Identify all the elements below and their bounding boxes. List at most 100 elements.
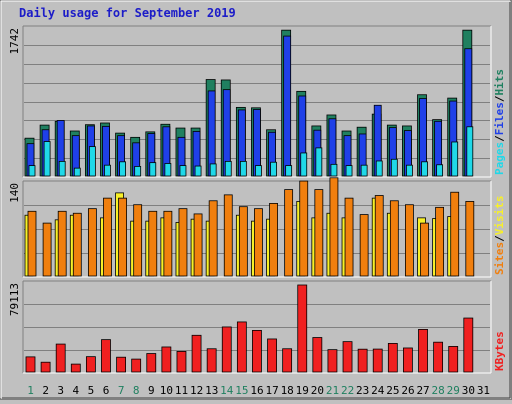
sites-bar (465, 201, 475, 277)
pages-bar (270, 161, 277, 177)
pages-bar (300, 152, 308, 177)
x-tick-label: 5 (88, 384, 95, 397)
pages-bar (224, 160, 232, 177)
x-tick-label: 6 (103, 384, 110, 397)
sites-bar (374, 195, 384, 277)
files-bar (283, 35, 292, 177)
x-tick-label: 25 (386, 384, 399, 397)
x-tick-label: 14 (220, 384, 234, 397)
kbytes-bar (221, 326, 232, 373)
top-ymax-label: 1742 (8, 28, 21, 55)
x-tick-label: 13 (205, 384, 218, 397)
kbytes-bar (327, 349, 338, 373)
pages-bar (330, 163, 338, 177)
sites-bar (314, 189, 324, 277)
x-tick-label: 18 (281, 384, 294, 397)
pages-bar (209, 163, 217, 177)
pages-bar (119, 161, 126, 177)
top-legend: Pages/Files/Hits (493, 69, 506, 175)
kbytes-bar (433, 341, 444, 373)
pages-bar (466, 126, 474, 177)
sites-bar (118, 197, 127, 277)
kbytes-bar (357, 348, 368, 373)
kbytes-bar (161, 346, 172, 373)
pages-bar (239, 160, 247, 177)
middle-ymax-label: 140 (8, 183, 21, 203)
kbytes-bar (146, 353, 157, 373)
x-tick-label: 7 (118, 384, 125, 397)
x-tick-label: 4 (73, 384, 80, 397)
kbytes-bar (176, 351, 187, 373)
kbytes-bar (70, 363, 81, 373)
pages-bar (164, 163, 172, 177)
x-tick-label: 28 (432, 384, 445, 397)
x-tick-label: 26 (401, 384, 414, 397)
x-tick-label: 15 (235, 384, 248, 397)
x-tick-label: 22 (341, 384, 354, 397)
sites-bar (269, 202, 278, 277)
kbytes-bar (403, 347, 413, 373)
x-tick-label: 19 (296, 384, 309, 397)
kbytes-bar (312, 337, 323, 373)
x-tick-label: 9 (148, 384, 155, 397)
sites-bar (344, 197, 354, 277)
pages-bar (104, 164, 111, 177)
sites-bar (254, 208, 263, 277)
pages-bar (315, 147, 323, 177)
legend-files: Files (493, 102, 506, 135)
legend-separator: / (493, 235, 506, 242)
sites-bar (42, 222, 52, 277)
sites-bar (148, 210, 158, 277)
x-tick-label: 12 (190, 384, 203, 397)
sites-bar (405, 204, 414, 277)
x-tick-label: 20 (311, 384, 324, 397)
pages-bar (451, 141, 459, 177)
sites-bar (103, 197, 112, 277)
chart-labels: 174214079113Pages/Files/HitsSites/Visits… (8, 28, 506, 397)
pages-bar (436, 164, 444, 177)
kbytes-bar (448, 346, 459, 373)
x-tick-label: 2 (42, 384, 49, 397)
x-tick-label: 24 (371, 384, 385, 397)
legend-separator: / (493, 95, 506, 102)
x-tick-label: 10 (160, 384, 173, 397)
chart-title: Daily usage for September 2019 (19, 6, 236, 20)
kbytes-bar (55, 343, 66, 373)
kbytes-bar (372, 348, 383, 373)
kbytes-bar (267, 338, 277, 373)
sites-bar (57, 210, 67, 277)
sites-bar (359, 214, 369, 277)
legend-pages: Pages (493, 142, 506, 175)
kbytes-bar (418, 328, 428, 373)
sites-bar (389, 200, 399, 277)
legend-kbytes: KBytes (493, 331, 506, 371)
x-tick-label: 1 (27, 384, 34, 397)
kbytes-bar (116, 356, 126, 373)
pages-bar (28, 165, 36, 177)
kbytes-bar (25, 356, 36, 373)
sites-bar (133, 204, 143, 277)
legend-hits: Hits (493, 69, 506, 96)
x-tick-label: 3 (57, 384, 64, 397)
bottom-legend: KBytes (493, 331, 506, 371)
kbytes-bar (282, 348, 293, 373)
sites-bar (223, 194, 233, 277)
x-tick-label: 30 (462, 384, 475, 397)
sites-bar (27, 210, 37, 277)
x-tick-label: 8 (133, 384, 140, 397)
pages-bar (375, 160, 383, 177)
x-tick-label: 29 (447, 384, 460, 397)
kbytes-bar (131, 358, 142, 373)
kbytes-bar (236, 321, 247, 373)
sites-bar (178, 208, 188, 277)
kbytes-bar (297, 284, 308, 373)
pages-bar (345, 165, 353, 177)
sites-bar (450, 191, 460, 277)
kbytes-bar (191, 334, 202, 373)
sites-bar (329, 177, 339, 277)
pages-bar (285, 165, 293, 177)
chart-marks (24, 29, 475, 373)
kbytes-bar (387, 343, 398, 373)
